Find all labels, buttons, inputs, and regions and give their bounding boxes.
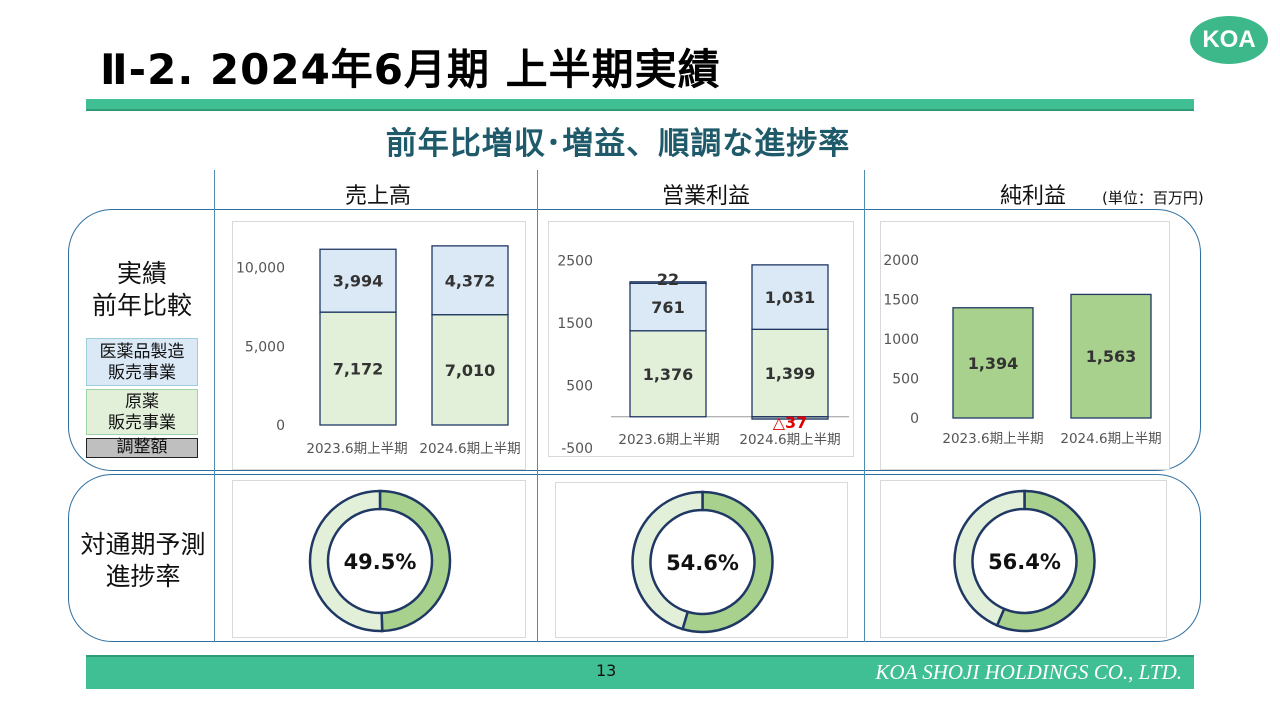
results-row-label: 実績 前年比較 xyxy=(86,258,198,322)
y-tick-label: 0 xyxy=(276,418,285,434)
donut-percentage-label: 54.6% xyxy=(666,551,739,575)
company-name: KOA SHOJI HOLDINGS CO., LTD. xyxy=(875,660,1182,684)
operating-income-chart: 2500 1500 500 -500 1,376 761 22 2023.6期上半期 1,399… xyxy=(557,254,849,457)
data-label: △37 xyxy=(773,413,808,432)
y-tick-label: 1000 xyxy=(883,332,919,348)
legend-raw: 原薬 販売事業 xyxy=(86,389,198,435)
net-income-progress-donut: 56.4% xyxy=(953,489,1096,633)
legend-pharma-line2: 販売事業 xyxy=(108,363,176,383)
data-label: 1,563 xyxy=(1086,347,1137,366)
y-tick-label: 2500 xyxy=(557,254,593,270)
column-head-operating-income: 営業利益 xyxy=(661,184,750,209)
y-tick-label: 5,000 xyxy=(245,339,285,355)
data-label: 1,399 xyxy=(765,364,816,383)
operating-income-progress-panel: 54.6% xyxy=(555,482,848,638)
results-label-line2: 前年比較 xyxy=(91,291,192,320)
data-label: 7,172 xyxy=(333,360,384,379)
data-label: 22 xyxy=(657,270,679,289)
bar-segment xyxy=(952,307,1034,419)
x-category-label: 2023.6期上半期 xyxy=(306,441,407,457)
net-income-chart: 2000 1500 1000 500 0 1,394 2023.6期上半期 1,563 2024… xyxy=(883,253,1161,447)
operating-income-chart-panel: 2500 1500 500 -500 1,376 761 22 2023.6期上半期 1,399… xyxy=(548,221,854,457)
column-divider xyxy=(864,170,865,642)
operating-income-progress-donut: 54.6% xyxy=(631,490,774,634)
data-label: 1,376 xyxy=(643,365,694,384)
legend-adjust: 調整額 xyxy=(86,438,198,458)
legend-raw-line1: 原薬 xyxy=(125,392,159,412)
donut-percentage-label: 49.5% xyxy=(344,550,417,574)
y-tick-label: 0 xyxy=(910,411,919,427)
page-title: Ⅱ-2. 2024年6月期 上半期実績 xyxy=(100,45,721,94)
results-label-line1: 実績 xyxy=(116,259,167,288)
net-income-progress-panel: 56.4% xyxy=(880,480,1167,638)
results-band xyxy=(68,209,1201,471)
y-tick-label: 1500 xyxy=(883,292,919,308)
bar-segment xyxy=(431,245,509,316)
progress-band xyxy=(68,474,1201,642)
donut-remaining-slice xyxy=(631,490,704,631)
y-tick-label: 2000 xyxy=(883,253,919,269)
legend-pharma: 医薬品製造 販売事業 xyxy=(86,338,198,386)
donut-progress-slice xyxy=(680,490,774,634)
legend-raw-line2: 販売事業 xyxy=(108,413,176,433)
y-tick-label: 500 xyxy=(892,371,919,387)
bar-segment xyxy=(431,314,509,426)
donut-progress-slice xyxy=(995,489,1096,633)
column-head-net-income: 純利益 xyxy=(999,184,1066,209)
progress-label-line1: 対通期予測 xyxy=(80,530,206,559)
unit-note: (単位：百万円) xyxy=(1102,189,1204,207)
column-head-sales: 売上高 xyxy=(344,184,411,209)
slide-subtitle: 前年比増収･増益、順調な進捗率 xyxy=(0,118,1280,163)
x-category-label: 2024.6期上半期 xyxy=(1060,431,1161,447)
title-underline-bar xyxy=(86,99,1194,111)
donut-percentage-label: 56.4% xyxy=(988,550,1061,574)
bar-segment xyxy=(629,282,707,332)
bar-segment xyxy=(1070,293,1152,419)
donut-remaining-slice xyxy=(308,489,384,633)
y-tick-label: -500 xyxy=(561,441,593,457)
data-label: 1,031 xyxy=(765,288,816,307)
bar-segment xyxy=(319,248,397,313)
progress-row-label: 対通期予測 進捗率 xyxy=(70,529,216,593)
y-tick-label: 10,000 xyxy=(236,261,285,277)
progress-label-line2: 進捗率 xyxy=(105,562,181,591)
x-category-label: 2023.6期上半期 xyxy=(618,432,719,448)
data-label: 1,394 xyxy=(968,354,1019,373)
x-category-label: 2024.6期上半期 xyxy=(739,432,840,448)
donut-remaining-slice xyxy=(953,489,1026,628)
sales-chart: 10,000 5,000 0 7,172 3,994 2023.6期上半期 7,010 4,3… xyxy=(236,245,521,457)
x-category-label: 2023.6期上半期 xyxy=(942,431,1043,447)
data-label: 7,010 xyxy=(445,361,496,380)
data-label: 3,994 xyxy=(333,272,384,291)
x-category-label: 2024.6期上半期 xyxy=(419,441,520,457)
column-divider xyxy=(537,170,538,642)
bar-segment xyxy=(629,330,707,418)
donut-progress-slice xyxy=(378,489,452,633)
y-tick-label: 500 xyxy=(566,379,593,395)
data-label: 4,372 xyxy=(445,271,496,290)
bar-segment xyxy=(319,311,397,426)
column-divider xyxy=(214,170,215,642)
page-number: 13 xyxy=(596,661,617,680)
data-label: 761 xyxy=(651,298,684,317)
bar-segment xyxy=(751,264,829,330)
company-logo: KOA xyxy=(1190,16,1268,64)
footer-bar xyxy=(86,655,1194,689)
legend-pharma-line1: 医薬品製造 xyxy=(99,342,185,362)
bar-segment xyxy=(629,281,707,284)
sales-chart-panel: 10,000 5,000 0 7,172 3,994 2023.6期上半期 7,010 4,3… xyxy=(232,221,526,470)
sales-progress-donut: 49.5% xyxy=(308,489,452,633)
net-income-chart-panel: 2000 1500 1000 500 0 1,394 2023.6期上半期 1,563 2024… xyxy=(880,221,1170,470)
y-tick-label: 1500 xyxy=(557,316,593,332)
subtitle-text: 前年比増収･増益、順調な進捗率 xyxy=(385,126,851,162)
sales-progress-panel: 49.5% xyxy=(232,480,526,638)
bar-segment xyxy=(751,416,829,420)
